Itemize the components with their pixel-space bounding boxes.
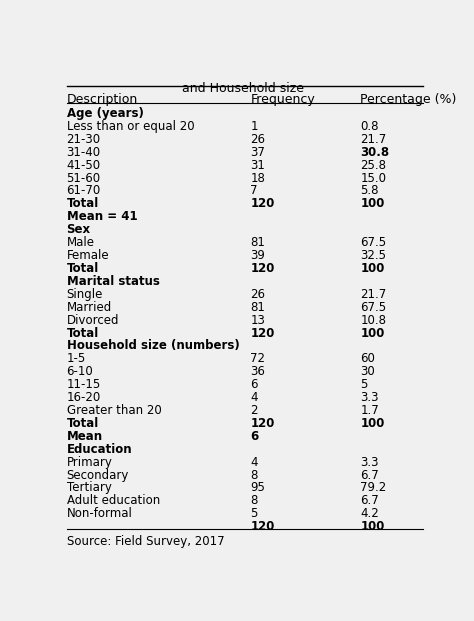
- Text: 3.3: 3.3: [360, 456, 379, 469]
- Text: 13: 13: [250, 314, 265, 327]
- Text: 30.8: 30.8: [360, 146, 390, 159]
- Text: 1-5: 1-5: [66, 352, 86, 365]
- Text: Description: Description: [66, 93, 138, 106]
- Text: 79.2: 79.2: [360, 481, 387, 494]
- Text: 81: 81: [250, 301, 265, 314]
- Text: Education: Education: [66, 443, 132, 456]
- Text: 6.7: 6.7: [360, 468, 379, 481]
- Text: Mean = 41: Mean = 41: [66, 211, 137, 224]
- Text: 120: 120: [250, 327, 274, 340]
- Text: 95: 95: [250, 481, 265, 494]
- Text: Married: Married: [66, 301, 112, 314]
- Text: Male: Male: [66, 236, 95, 249]
- Text: 6.7: 6.7: [360, 494, 379, 507]
- Text: 3.3: 3.3: [360, 391, 379, 404]
- Text: 6: 6: [250, 378, 258, 391]
- Text: 26: 26: [250, 133, 265, 146]
- Text: 15.0: 15.0: [360, 171, 386, 184]
- Text: Total: Total: [66, 197, 99, 211]
- Text: Source: Field Survey, 2017: Source: Field Survey, 2017: [66, 535, 224, 548]
- Text: 72: 72: [250, 352, 265, 365]
- Text: 81: 81: [250, 236, 265, 249]
- Text: 21.7: 21.7: [360, 133, 387, 146]
- Text: 4: 4: [250, 456, 258, 469]
- Text: 120: 120: [250, 417, 274, 430]
- Text: 100: 100: [360, 262, 385, 275]
- Text: 16-20: 16-20: [66, 391, 101, 404]
- Text: Less than or equal 20: Less than or equal 20: [66, 120, 194, 133]
- Text: Total: Total: [66, 327, 99, 340]
- Text: Tertiary: Tertiary: [66, 481, 111, 494]
- Text: Single: Single: [66, 288, 103, 301]
- Text: 6: 6: [250, 430, 258, 443]
- Text: 1: 1: [250, 120, 258, 133]
- Text: 21-30: 21-30: [66, 133, 100, 146]
- Text: 10.8: 10.8: [360, 314, 386, 327]
- Text: 25.8: 25.8: [360, 159, 386, 171]
- Text: Frequency: Frequency: [250, 93, 315, 106]
- Text: 41-50: 41-50: [66, 159, 100, 171]
- Text: Marital status: Marital status: [66, 275, 159, 288]
- Text: 21.7: 21.7: [360, 288, 387, 301]
- Text: 60: 60: [360, 352, 375, 365]
- Text: Adult education: Adult education: [66, 494, 160, 507]
- Text: 120: 120: [250, 520, 274, 533]
- Text: 31-40: 31-40: [66, 146, 100, 159]
- Text: 5: 5: [250, 507, 258, 520]
- Text: 100: 100: [360, 520, 385, 533]
- Text: 6-10: 6-10: [66, 365, 93, 378]
- Text: 39: 39: [250, 249, 265, 262]
- Text: 67.5: 67.5: [360, 236, 387, 249]
- Text: 18: 18: [250, 171, 265, 184]
- Text: Non-formal: Non-formal: [66, 507, 132, 520]
- Text: 30: 30: [360, 365, 375, 378]
- Text: Sex: Sex: [66, 223, 91, 236]
- Text: 37: 37: [250, 146, 265, 159]
- Text: Divorced: Divorced: [66, 314, 119, 327]
- Text: 100: 100: [360, 417, 385, 430]
- Text: 0.8: 0.8: [360, 120, 379, 133]
- Text: 7: 7: [250, 184, 258, 197]
- Text: 4.2: 4.2: [360, 507, 379, 520]
- Text: 4: 4: [250, 391, 258, 404]
- Text: Total: Total: [66, 417, 99, 430]
- Text: 61-70: 61-70: [66, 184, 101, 197]
- Text: 5.8: 5.8: [360, 184, 379, 197]
- Text: Percentage (%): Percentage (%): [360, 93, 457, 106]
- Text: 120: 120: [250, 197, 274, 211]
- Text: 36: 36: [250, 365, 265, 378]
- Text: Household size (numbers): Household size (numbers): [66, 340, 239, 353]
- Text: Greater than 20: Greater than 20: [66, 404, 161, 417]
- Text: 32.5: 32.5: [360, 249, 386, 262]
- Text: 8: 8: [250, 494, 258, 507]
- Text: Total: Total: [66, 262, 99, 275]
- Text: Mean: Mean: [66, 430, 103, 443]
- Text: Secondary: Secondary: [66, 468, 129, 481]
- Text: Female: Female: [66, 249, 109, 262]
- Text: Primary: Primary: [66, 456, 112, 469]
- Text: 11-15: 11-15: [66, 378, 101, 391]
- Text: 120: 120: [250, 262, 274, 275]
- Text: Age (years): Age (years): [66, 107, 144, 120]
- Text: 1.7: 1.7: [360, 404, 379, 417]
- Text: 5: 5: [360, 378, 368, 391]
- Text: 51-60: 51-60: [66, 171, 100, 184]
- Text: 100: 100: [360, 197, 385, 211]
- Text: 67.5: 67.5: [360, 301, 387, 314]
- Text: 31: 31: [250, 159, 265, 171]
- Text: 8: 8: [250, 468, 258, 481]
- Text: 2: 2: [250, 404, 258, 417]
- Text: and Household size: and Household size: [182, 82, 304, 95]
- Text: 100: 100: [360, 327, 385, 340]
- Text: 26: 26: [250, 288, 265, 301]
